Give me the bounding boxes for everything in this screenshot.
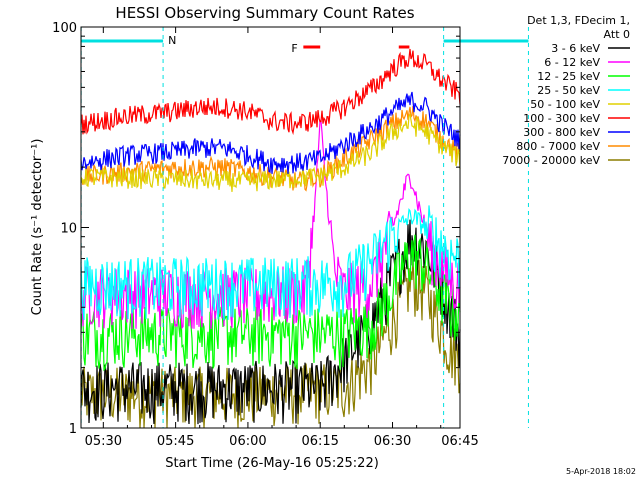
x-tick-label: 06:15 bbox=[301, 434, 338, 449]
legend-entry-label: 300 - 800 keV bbox=[523, 126, 600, 139]
legend-header-line: Det 1,3, FDecim 1, bbox=[527, 14, 630, 27]
plot-frame bbox=[80, 26, 461, 429]
y-tick-label: 1 bbox=[69, 422, 77, 437]
y-tick-label: 100 bbox=[52, 21, 77, 36]
series-line bbox=[80, 258, 461, 429]
x-tick-label: 05:45 bbox=[157, 434, 194, 449]
series-5 bbox=[80, 48, 461, 136]
series-line bbox=[80, 234, 461, 372]
legend-entry-label: 50 - 100 keV bbox=[530, 98, 600, 111]
legend-entry-label: 6 - 12 keV bbox=[544, 56, 600, 69]
series-line bbox=[80, 48, 461, 136]
series-3 bbox=[80, 205, 461, 321]
axes: 05:30 05:45 06:00 06:15 06:30 06:45 1 10 100 bbox=[52, 21, 479, 449]
legend-entry-label: 7000 - 20000 keV bbox=[502, 154, 600, 167]
legend-header-line: Att 0 bbox=[604, 28, 630, 41]
series-8 bbox=[80, 258, 461, 429]
x-tick-label: 06:00 bbox=[229, 434, 266, 449]
series-7 bbox=[80, 106, 461, 192]
series-line bbox=[80, 205, 461, 321]
chart-title: HESSI Observing Summary Count Rates bbox=[115, 4, 414, 22]
series-2 bbox=[80, 234, 461, 372]
legend-entry-label: 800 - 7000 keV bbox=[516, 140, 600, 153]
series-line bbox=[80, 112, 461, 192]
x-tick-label: 05:30 bbox=[85, 434, 122, 449]
legend-entry-label: 100 - 300 keV bbox=[523, 112, 600, 125]
series-line bbox=[80, 106, 461, 192]
y-axis-label: Count Rate (s⁻¹ detector⁻¹) bbox=[30, 139, 45, 316]
series-6 bbox=[80, 91, 461, 174]
legend-entry-label: 3 - 6 keV bbox=[551, 42, 600, 55]
series-line bbox=[80, 91, 461, 174]
flare-label: F bbox=[291, 42, 297, 55]
x-tick-label: 06:45 bbox=[441, 434, 478, 449]
series-4 bbox=[80, 112, 461, 192]
legend-entry-label: 25 - 50 keV bbox=[537, 84, 600, 97]
y-tick-label: 10 bbox=[60, 222, 77, 237]
night-label: N bbox=[168, 34, 176, 47]
x-axis-label: Start Time (26-May-16 05:25:22) bbox=[165, 456, 379, 471]
x-tick-label: 06:30 bbox=[374, 434, 411, 449]
date-stamp: 5-Apr-2018 18:02 bbox=[566, 467, 636, 476]
legend-entry-label: 12 - 25 keV bbox=[537, 70, 600, 83]
plot-area: NF bbox=[80, 27, 529, 429]
series-line bbox=[80, 119, 461, 330]
series-1 bbox=[80, 119, 461, 330]
